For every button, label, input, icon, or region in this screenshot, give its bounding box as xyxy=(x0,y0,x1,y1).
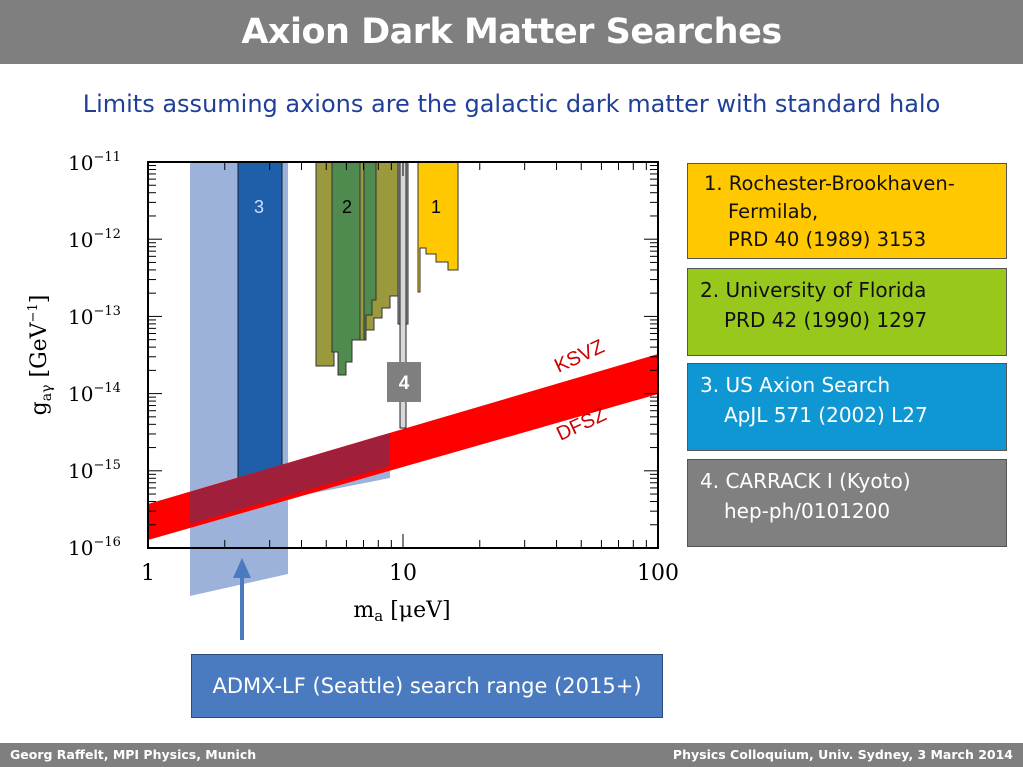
y-tick-label-1e-15: 10−15 xyxy=(68,458,121,483)
y-axis-label: gaγ [GeV−1] xyxy=(26,295,55,416)
legend-1-line-3: PRD 40 (1989) 3153 xyxy=(728,228,927,251)
experiment-4-badge xyxy=(387,362,421,402)
exclusion-region-2-steps xyxy=(363,161,377,341)
band-overlap-region xyxy=(190,433,390,524)
experiment-label-2: 2 xyxy=(342,197,352,217)
legend-experiment-4: 4. CARRACK I (Kyoto) hep-ph/0101200 xyxy=(687,459,1007,547)
legend-2-line-2: PRD 42 (1990) 1297 xyxy=(724,308,928,332)
legend-experiment-3: 3. US Axion Search ApJL 571 (2002) L27 xyxy=(687,363,1007,451)
x-axis-ticks xyxy=(147,162,647,548)
exclusion-region-3 xyxy=(237,161,283,479)
legend-experiment-2: 2. University of Florida PRD 42 (1990) 1… xyxy=(687,268,1007,356)
exclusion-region-1 xyxy=(417,161,459,293)
x-tick-label-100: 100 xyxy=(637,561,679,586)
slide-title: Axion Dark Matter Searches xyxy=(241,12,782,52)
footer-venue: Physics Colloquium, Univ. Sydney, 3 Marc… xyxy=(672,747,1013,762)
x-axis-label: ma [μeV] xyxy=(353,598,450,625)
admx-arrow-head xyxy=(233,558,251,578)
legend-3-line-2: ApJL 571 (2002) L27 xyxy=(724,403,928,427)
y-axis-ticks xyxy=(148,165,658,549)
legend-2-line-1: 2. University of Florida xyxy=(700,278,927,302)
slide-subtitle: Limits assuming axions are the galactic … xyxy=(82,90,941,118)
legend-4-line-1: 4. CARRACK I (Kyoto) xyxy=(700,469,911,493)
x-tick-label-1: 1 xyxy=(141,561,155,586)
legend-1-line-1: 1. Rochester-Brookhaven- xyxy=(704,172,955,195)
legend-4-line-2: hep-ph/0101200 xyxy=(724,499,891,523)
admx-callout: ADMX-LF (Seattle) search range (2015+) xyxy=(191,654,663,718)
exclusion-region-2-green xyxy=(331,161,363,376)
y-tick-label-1e-16: 10−16 xyxy=(68,535,121,560)
y-tick-label-1e-12: 10−12 xyxy=(68,227,121,252)
y-tick-label-1e-13: 10−13 xyxy=(68,304,121,329)
experiment-label-1: 1 xyxy=(431,197,441,217)
y-tick-label-1e-14: 10−14 xyxy=(68,381,121,406)
footer-author: Georg Raffelt, MPI Physics, Munich xyxy=(10,747,257,762)
experiment-label-4: 4 xyxy=(399,373,410,394)
footer-bar: Georg Raffelt, MPI Physics, Munich Physi… xyxy=(0,743,1023,767)
axion-exclusion-chart: 10−11 10−12 10−13 10−14 10−15 10−16 1 10… xyxy=(26,150,679,640)
title-bar: Axion Dark Matter Searches xyxy=(0,0,1023,64)
legend-experiment-1: 1. Rochester-Brookhaven- Fermilab, PRD 4… xyxy=(687,163,1007,259)
legend-1-line-2: Fermilab, xyxy=(728,200,819,223)
experiment-label-3: 3 xyxy=(254,197,264,217)
x-tick-label-10: 10 xyxy=(389,561,417,586)
y-tick-label-1e-11: 10−11 xyxy=(68,150,121,175)
legend-3-line-1: 3. US Axion Search xyxy=(700,373,891,397)
